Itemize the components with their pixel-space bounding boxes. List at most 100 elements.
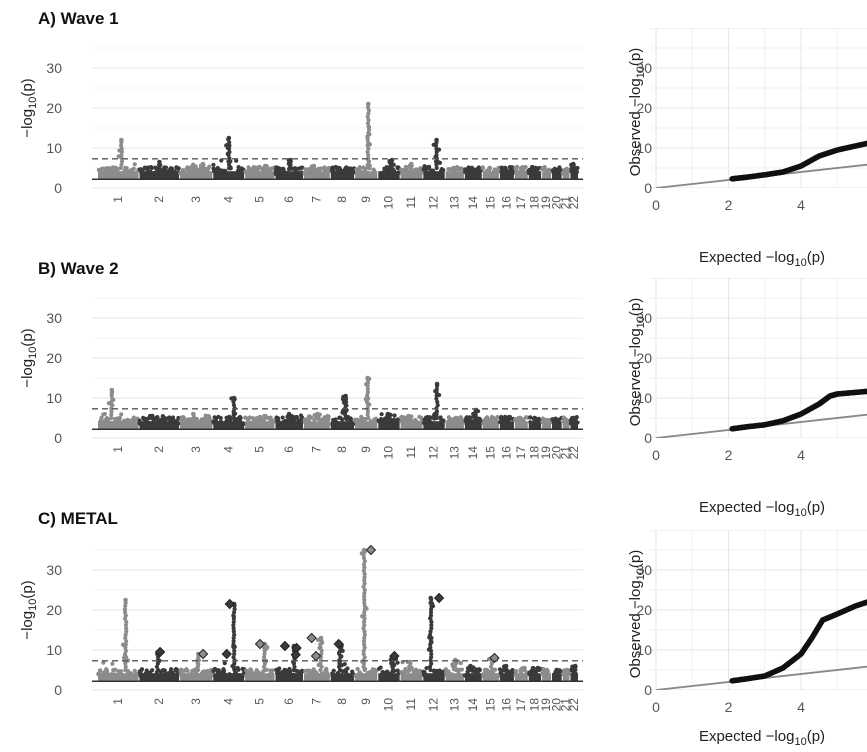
snp-point <box>528 420 532 424</box>
qq-xlabel-c: Expected −log10(p) <box>699 728 825 747</box>
snp-point <box>441 418 445 422</box>
snp-point <box>297 421 301 425</box>
qq-xlabel-a: Expected −log10(p) <box>699 249 825 269</box>
snp-peak-point <box>227 136 232 141</box>
snp-point <box>194 169 198 173</box>
qq-y-tick-label: 10 <box>636 140 652 156</box>
snp-point <box>519 674 523 678</box>
qq-x-tick-label: 2 <box>725 447 733 463</box>
snp-peak-point <box>312 164 317 169</box>
chromosome-label: 9 <box>359 698 373 705</box>
snp-point <box>481 165 485 169</box>
snp-point <box>513 166 517 170</box>
chromosome-label: 11 <box>404 698 418 711</box>
snp-point <box>427 165 431 169</box>
snp-peak-point <box>365 376 370 381</box>
snp-peak-point <box>554 418 559 423</box>
snp-point <box>167 415 171 419</box>
panel-title-b: B) Wave 2 <box>38 259 119 278</box>
y-tick-label: 30 <box>46 310 62 326</box>
y-tick-label: 10 <box>46 642 62 658</box>
snp-point <box>317 169 321 173</box>
snp-point <box>494 171 498 175</box>
snp-point <box>483 171 487 175</box>
snp-point <box>383 171 387 175</box>
qq-y-tick-label: 20 <box>636 602 652 618</box>
chromosome-label: 10 <box>382 446 396 460</box>
snp-point <box>124 171 128 175</box>
snp-point <box>485 668 489 672</box>
chromosome-label: 2 <box>152 698 166 705</box>
panel-title-a: A) Wave 1 <box>38 9 119 28</box>
snp-point <box>254 169 258 173</box>
snp-point <box>101 421 105 425</box>
snp-point <box>117 673 121 677</box>
snp-peak-point <box>544 418 549 423</box>
snp-point <box>129 170 133 174</box>
snp-point <box>446 669 450 673</box>
snp-point <box>361 418 365 422</box>
snp-point <box>169 667 173 671</box>
snp-peak-point <box>386 412 391 417</box>
chromosome-label: 8 <box>335 698 349 705</box>
snp-point <box>105 167 109 171</box>
chromosome-label: 4 <box>221 698 235 705</box>
snp-point <box>376 419 380 423</box>
snp-point <box>437 171 441 175</box>
snp-point <box>176 421 180 425</box>
snp-point <box>213 667 217 671</box>
snp-peak-point <box>533 166 538 171</box>
snp-point <box>246 165 250 169</box>
snp-point <box>347 169 351 173</box>
y-tick-label: 0 <box>54 682 62 698</box>
snp-point <box>355 418 359 422</box>
snp-peak-point <box>406 414 411 419</box>
chromosome-label: 3 <box>189 196 203 203</box>
snp-peak-point <box>201 162 206 167</box>
snp-point <box>402 674 406 678</box>
snp-peak-point <box>503 416 508 421</box>
snp-point <box>253 671 257 675</box>
chromosome-label: 13 <box>447 196 461 210</box>
snp-point <box>431 169 435 173</box>
chromosome-label: 3 <box>189 446 203 453</box>
snp-point <box>299 670 303 674</box>
snp-peak-point <box>288 158 293 163</box>
chromosome-label: 16 <box>500 196 514 210</box>
snp-point <box>238 416 242 420</box>
snp-peak-point <box>428 596 433 601</box>
snp-point <box>356 667 360 671</box>
snp-point <box>238 673 242 677</box>
snp-point <box>133 673 137 677</box>
snp-band <box>465 171 482 179</box>
identity-line <box>656 406 867 438</box>
snp-point <box>129 671 133 675</box>
snp-point <box>371 667 375 671</box>
snp-point <box>252 420 256 424</box>
qq-x-tick-label: 4 <box>797 447 805 463</box>
snp-point <box>246 417 250 421</box>
snp-peak-point <box>554 668 559 673</box>
snp-point <box>110 662 114 666</box>
snp-point <box>140 674 144 678</box>
highlight-diamond <box>307 634 316 643</box>
panel-title-c: C) METAL <box>38 509 118 528</box>
qq-x-tick-label: 0 <box>652 699 660 715</box>
snp-point <box>392 169 396 173</box>
snp-point <box>308 669 312 673</box>
snp-point <box>268 416 272 420</box>
snp-point <box>444 673 448 677</box>
snp-point <box>206 166 210 170</box>
snp-point <box>259 166 263 170</box>
snp-peak-point <box>573 664 578 669</box>
chromosome-label: 15 <box>483 698 497 712</box>
chromosome-label: 11 <box>404 196 418 209</box>
chromosome-label: 1 <box>111 446 125 453</box>
snp-peak-point <box>536 666 541 671</box>
snp-point <box>171 671 175 675</box>
snp-peak-point <box>336 166 341 171</box>
snp-point <box>458 167 462 171</box>
snp-point <box>146 420 150 424</box>
chromosome-label: 7 <box>310 698 324 705</box>
